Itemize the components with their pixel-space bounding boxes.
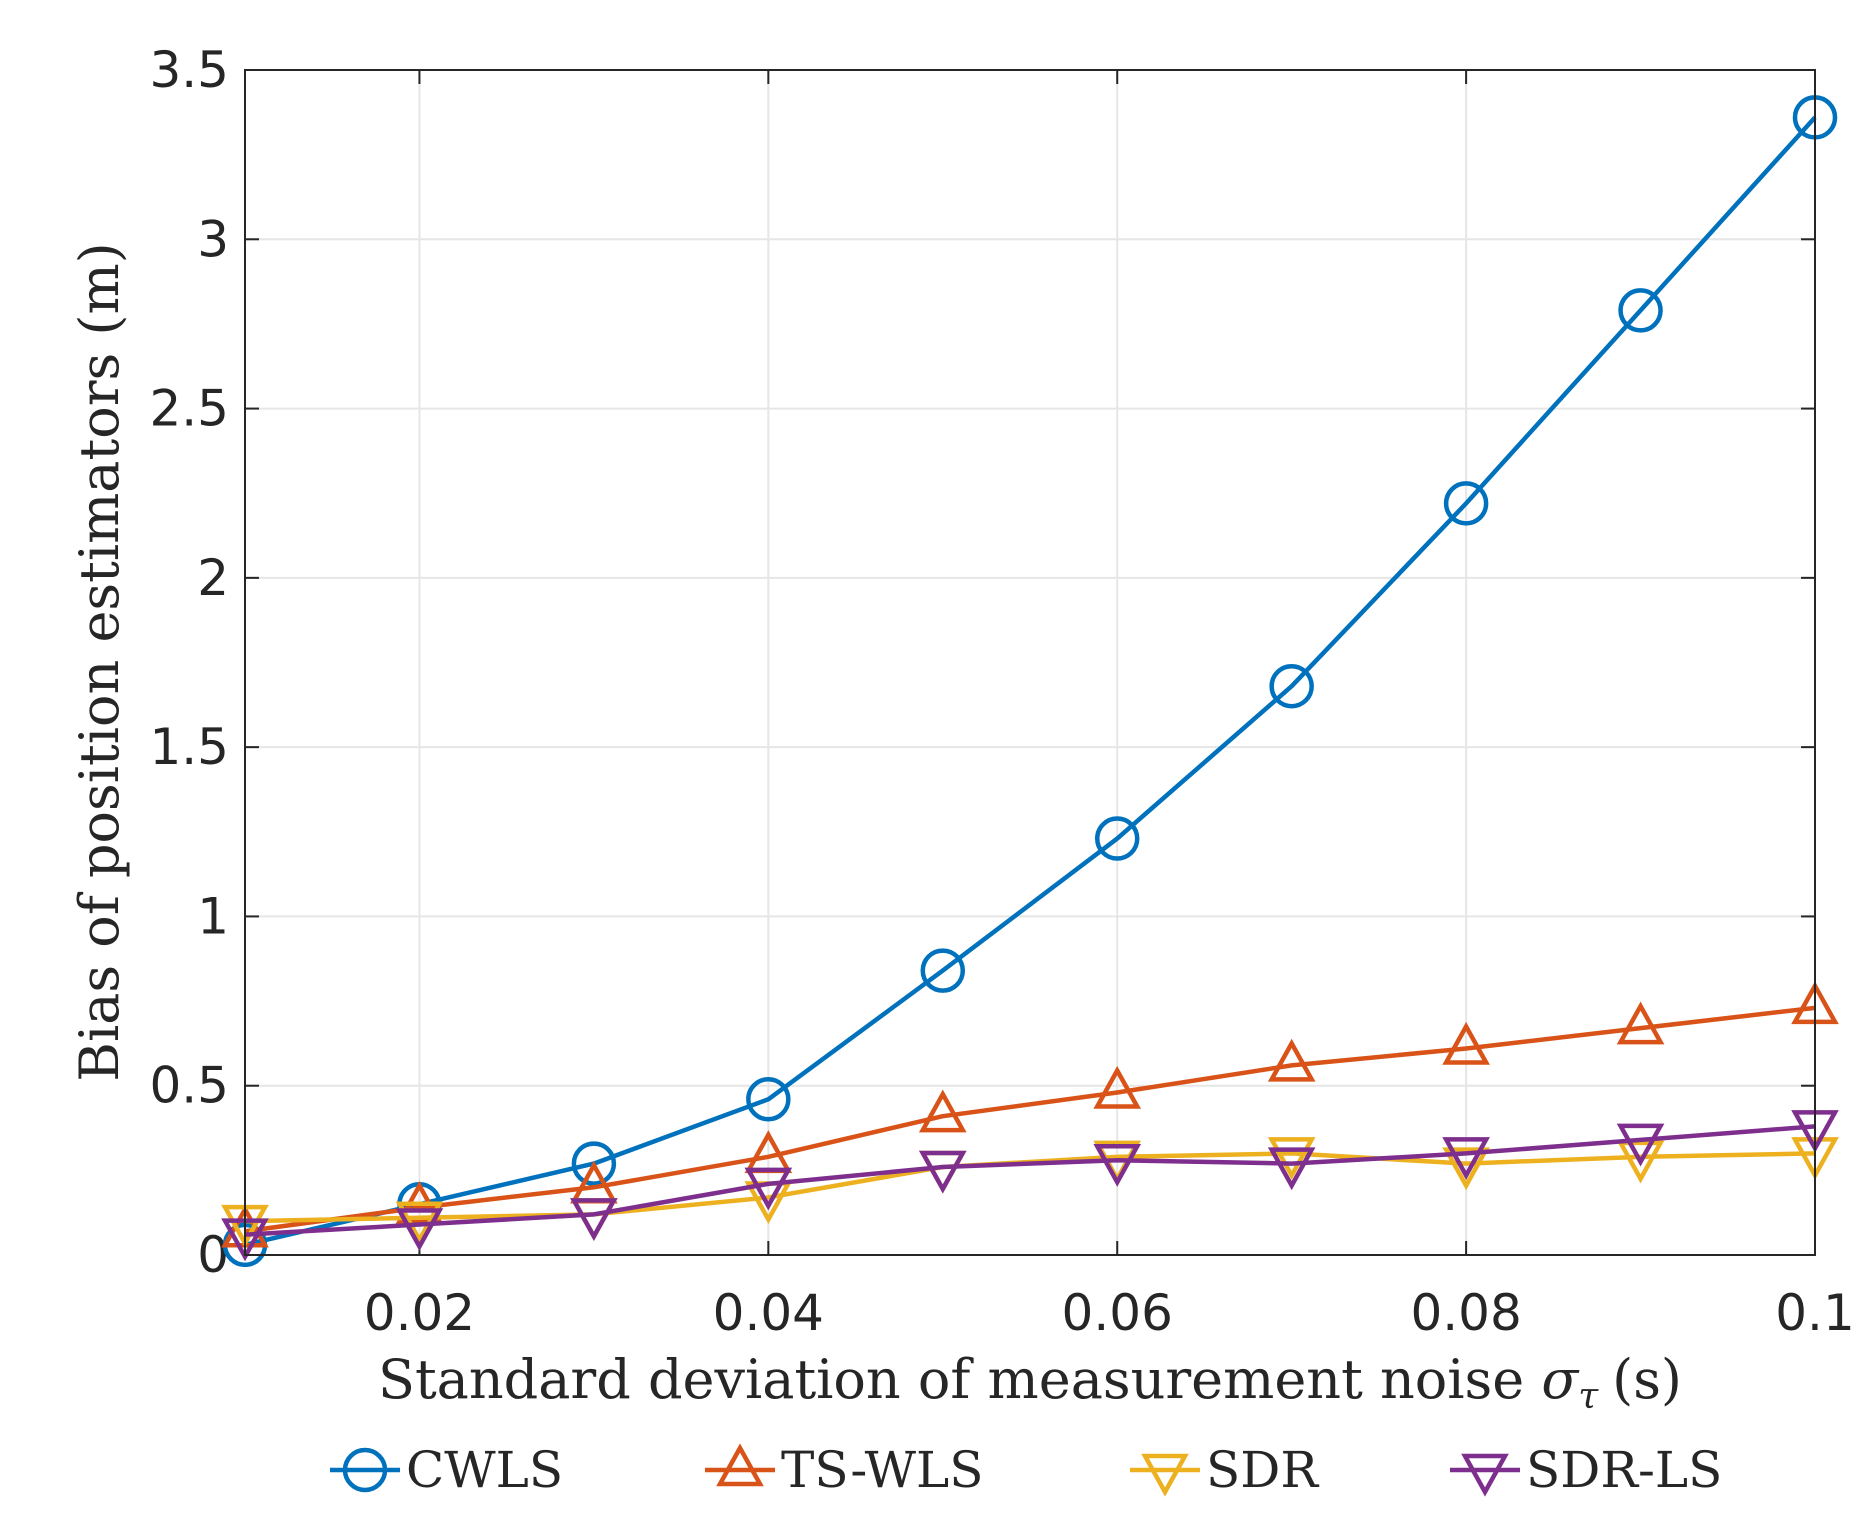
data-point-sdr-ls bbox=[918, 1150, 967, 1194]
data-point-cwls bbox=[1443, 481, 1489, 526]
data-point-sdr-ls bbox=[744, 1167, 793, 1211]
data-point-ts-wls bbox=[1267, 1038, 1316, 1082]
data-point-sdr-ls bbox=[1616, 1123, 1665, 1167]
x-axis-title-unit: (s) bbox=[1612, 1348, 1682, 1411]
legend-label: SDR-LS bbox=[1526, 1441, 1722, 1499]
y-tick-label: 1 bbox=[197, 887, 229, 945]
x-axis-title-subscript: τ bbox=[1578, 1376, 1599, 1417]
x-tick-label: 0.02 bbox=[364, 1284, 475, 1342]
legend-marker bbox=[1461, 1453, 1509, 1497]
y-axis-title: Bias of position estimators (m) bbox=[68, 242, 131, 1081]
data-point-ts-wls bbox=[1442, 1021, 1490, 1065]
legend-label: SDR bbox=[1206, 1441, 1319, 1499]
x-tick-label: 0.1 bbox=[1775, 1284, 1855, 1342]
y-tick-label: 1.5 bbox=[149, 718, 229, 776]
data-point-sdr bbox=[1616, 1140, 1665, 1184]
data-point-ts-wls bbox=[1093, 1065, 1142, 1109]
y-tick-label: 3 bbox=[197, 210, 229, 268]
legend-marker bbox=[342, 1447, 388, 1493]
data-point-sdr-ls bbox=[1267, 1147, 1316, 1191]
series-line-ts-wls bbox=[244, 1005, 1816, 1234]
ticks: 0 0.5 1 1.5 2 2.5 3 3.5 0.02 0.04 0.06 0.08 0.1 bbox=[149, 41, 1854, 1342]
y-tick-label: 2 bbox=[197, 549, 229, 607]
y-tick-label: 0 bbox=[197, 1226, 229, 1284]
x-tick-label: 0.08 bbox=[1410, 1284, 1521, 1342]
x-axis-title-text: Standard deviation of measurement noise bbox=[378, 1348, 1524, 1411]
plot-background bbox=[245, 70, 1815, 1255]
data-point-sdr bbox=[1267, 1137, 1316, 1181]
y-tick-label: 2.5 bbox=[149, 380, 229, 438]
legend-item-cwls: CWLS bbox=[330, 1441, 563, 1499]
data-point-cwls bbox=[920, 948, 966, 993]
x-tick-label: 0.06 bbox=[1062, 1284, 1173, 1342]
legend-label: TS-WLS bbox=[781, 1441, 983, 1499]
legend-item-sdr-ls: SDR-LS bbox=[1450, 1441, 1722, 1499]
legend-item-sdr: SDR bbox=[1130, 1441, 1319, 1499]
x-tick-label: 0.04 bbox=[713, 1284, 824, 1342]
legend: CWLS TS-WLS SDR SDR-LS bbox=[330, 1441, 1722, 1499]
y-tick-label: 0.5 bbox=[149, 1057, 229, 1115]
plot-frame bbox=[244, 69, 1816, 1256]
series-layer bbox=[221, 95, 1839, 1268]
data-point-sdr-ls bbox=[1442, 1137, 1490, 1181]
data-point-cwls bbox=[1269, 663, 1314, 709]
legend-label: CWLS bbox=[406, 1441, 563, 1499]
data-point-sdr bbox=[1442, 1147, 1490, 1191]
series-line-cwls bbox=[244, 115, 1817, 1248]
data-point-sdr-ls bbox=[570, 1198, 618, 1242]
data-point-sdr-ls bbox=[1093, 1143, 1142, 1187]
legend-marker bbox=[716, 1443, 764, 1487]
series-line-sdr-ls bbox=[244, 1124, 1816, 1237]
data-point-cwls bbox=[1094, 816, 1140, 861]
x-axis-title: Standard deviation of measurement noise … bbox=[378, 1348, 1682, 1417]
x-axis-title-symbol: σ bbox=[1541, 1348, 1580, 1411]
data-point-cwls bbox=[571, 1141, 617, 1186]
y-tick-label: 3.5 bbox=[149, 41, 229, 99]
data-point-ts-wls bbox=[918, 1089, 967, 1133]
data-point-sdr-ls bbox=[395, 1208, 444, 1252]
legend-item-ts-wls: TS-WLS bbox=[705, 1441, 983, 1499]
legend-marker bbox=[1141, 1453, 1189, 1497]
data-point-cwls bbox=[746, 1077, 791, 1122]
data-point-cwls bbox=[1618, 288, 1663, 333]
data-point-ts-wls bbox=[1616, 1001, 1665, 1045]
